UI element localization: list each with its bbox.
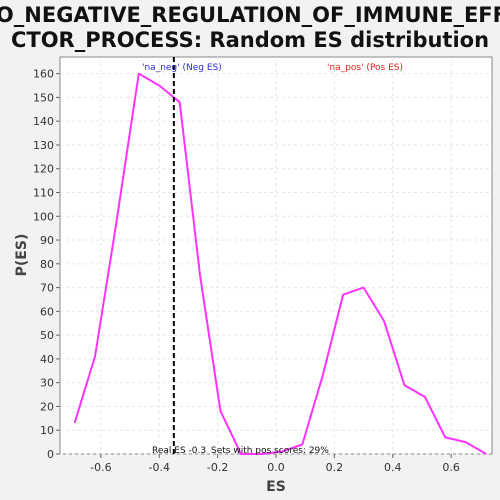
x-axis-label: ES [266,479,286,495]
y-tick-label: 160 [33,68,54,81]
y-tick-label: 70 [40,282,54,295]
y-tick-label: 10 [40,424,54,437]
y-tick-label: 20 [40,400,54,413]
grid-lines [60,57,492,455]
y-tick-label: 130 [33,139,54,152]
legend-pos-es: 'na_pos' (Pos ES) [327,63,403,73]
chart-title-line-2: CTOR_PROCESS: Random ES distribution [11,28,489,52]
pos-scores-annotation: Sets with pos scores: 29% [211,446,329,456]
y-tick-label: 50 [40,329,54,342]
x-tick-label: 0.2 [326,461,344,474]
y-tick-label: 0 [47,448,54,461]
x-tick-label: 0.0 [267,461,285,474]
axis-ticks: 0 10 20 30 40 50 60 70 80 90 100 110 120 130 140 150 160… [33,68,460,474]
x-tick-label: -0.2 [207,461,228,474]
x-tick-label: 0.6 [442,461,460,474]
x-tick-label: 0.4 [384,461,402,474]
real-es-annotation: Real ES -0.3 [152,446,206,456]
y-tick-label: 80 [40,258,54,271]
series-layer [73,72,487,455]
y-tick-label: 150 [33,91,54,104]
y-tick-label: 110 [33,187,54,200]
x-tick-label: -0.6 [90,461,111,474]
chart-title-line-1: GO_NEGATIVE_REGULATION_OF_IMMUNE_EFFE [0,3,500,27]
y-tick-label: 40 [40,353,54,366]
y-tick-label: 90 [40,234,54,247]
y-tick-label: 140 [33,115,54,128]
y-tick-label: 120 [33,163,54,176]
legend-neg-es: 'na_neg' (Neg ES) [142,63,222,73]
series-line [73,72,487,455]
y-tick-label: 60 [40,305,54,318]
y-axis-label: P(ES) [14,234,30,277]
y-tick-label: 30 [40,377,54,390]
x-tick-label: -0.4 [149,461,170,474]
y-tick-label: 100 [33,210,54,223]
